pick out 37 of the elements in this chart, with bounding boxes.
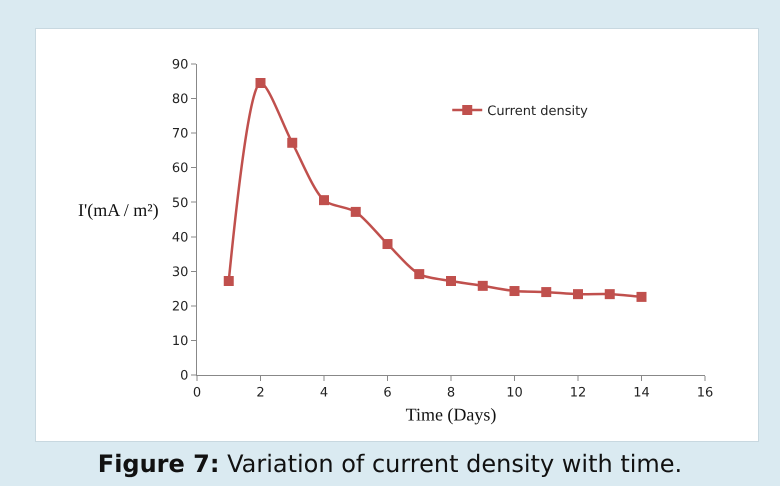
point	[382, 239, 392, 250]
y-tick-label: 60	[172, 161, 188, 176]
y-axis-title: I'(mA / m²)	[78, 200, 159, 220]
point	[478, 280, 488, 291]
point	[573, 289, 583, 300]
point	[350, 206, 361, 217]
y-tick-label: 30	[172, 264, 188, 280]
point	[446, 276, 456, 286]
x-axis-title: Time (Days)	[406, 404, 496, 425]
point	[256, 78, 266, 88]
x-tick-label: 12	[570, 386, 586, 401]
caption: Figure 7: Variation of current density with time.	[98, 450, 682, 478]
x-tick-label: 2	[256, 386, 265, 401]
y-tick-label: 50	[172, 196, 188, 211]
x-tick-label: 8	[446, 386, 456, 401]
y-tick-label: 70	[172, 126, 188, 142]
y-tick-label: 10	[172, 334, 188, 349]
x-tick-label: 14	[633, 386, 650, 401]
x-tick-label: 4	[320, 386, 328, 401]
point	[541, 287, 552, 298]
y-tick-label: 0	[180, 368, 188, 384]
point	[414, 269, 424, 280]
point	[604, 289, 615, 300]
point	[636, 292, 646, 302]
point	[510, 286, 520, 296]
x-tick-label: 6	[383, 386, 392, 401]
legend-label: Current density	[487, 104, 588, 120]
point	[319, 195, 329, 206]
y-tick-label: 80	[172, 92, 188, 108]
point	[224, 276, 234, 286]
y-tick-label: 20	[172, 299, 188, 314]
point	[287, 138, 298, 148]
x-tick-label: 16	[696, 386, 714, 401]
x-tick-label: 10	[506, 386, 523, 401]
x-tick-label: 0	[192, 386, 202, 401]
y-tick-label: 90	[172, 58, 188, 73]
y-tick-label: 40	[172, 230, 188, 246]
